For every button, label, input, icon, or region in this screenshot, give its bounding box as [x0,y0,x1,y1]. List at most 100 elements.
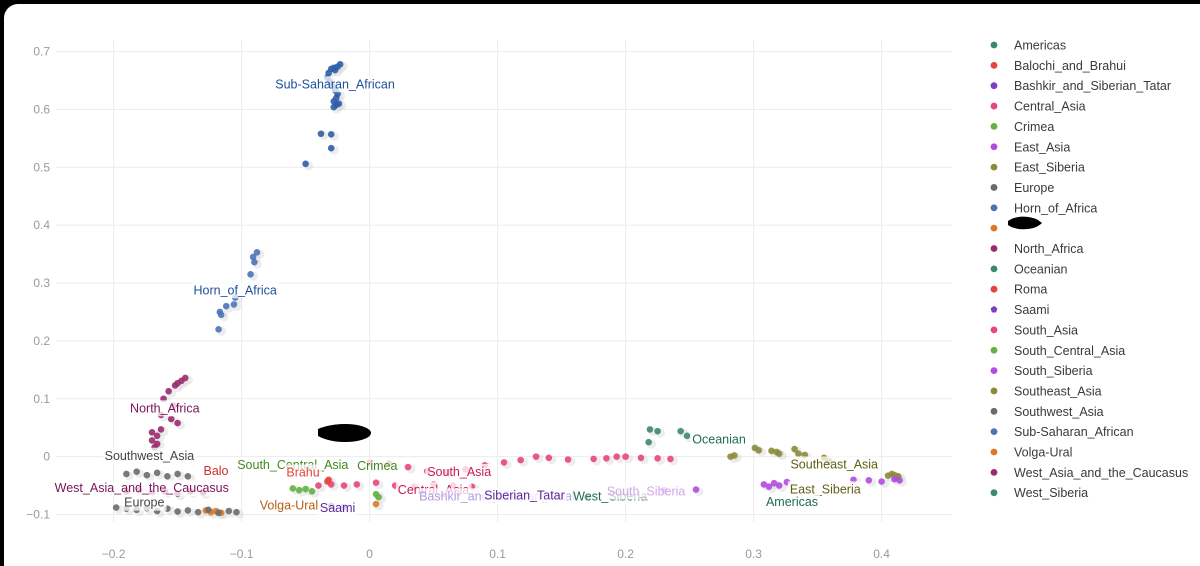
legend-marker [990,163,998,171]
data-point [331,66,339,74]
legend-item[interactable]: Southwest_Asia [990,405,1104,419]
legend-item[interactable]: Oceanian [990,262,1068,276]
legend-item[interactable]: North_Africa [990,242,1084,256]
cluster-label: South_Siberia [607,485,686,499]
legend-item[interactable] [990,224,998,232]
data-point [404,463,412,471]
data-point [375,493,382,501]
legend-marker [990,82,998,90]
cluster-label-bg [191,282,279,299]
legend-item[interactable]: Balochi_and_Brahui [990,59,1126,73]
legend-label: West_Asia_and_the_Caucasus [1014,466,1188,480]
legend-marker [990,143,998,151]
data-point [174,419,181,427]
data-point [372,500,380,508]
x-tick-label: 0.2 [617,547,634,561]
data-point [878,478,885,485]
legend-item[interactable]: Crimea [990,120,1055,134]
data-point [770,479,778,487]
data-point [215,326,222,333]
cluster-label: West_Asia_and_the_Caucasus [55,481,229,495]
legend-item[interactable]: Saami [990,303,1050,317]
data-point [167,415,175,423]
legend-label: Saami [1014,303,1049,317]
legend-label: Sub-Saharan_African [1014,425,1134,439]
data-point [791,445,798,453]
legend-marker [990,326,998,334]
legend-label: Europe [1014,181,1054,195]
legend-label: South_Siberia [1014,364,1093,378]
legend-item[interactable]: Europe [990,181,1055,195]
data-point [174,508,181,515]
data-point [677,427,684,435]
legend-item[interactable]: Americas [990,39,1066,53]
data-point [667,455,674,463]
data-point [760,481,768,488]
data-point [171,382,179,389]
legend-item[interactable]: Bashkir_and_Siberian_Tatar [990,79,1171,93]
data-point [225,507,233,515]
legend-item[interactable]: West_Asia_and_the_Caucasus [990,466,1189,480]
legend-label: Americas [1014,39,1066,53]
cluster-label: North_Africa [130,401,200,415]
cluster-label: Siberian_Tatar [484,489,565,503]
cluster-label: Balo [203,464,228,478]
legend-label: Volga-Ural [1014,446,1072,460]
cluster-label-bg [604,483,688,500]
x-tick-label: −0.2 [102,547,126,561]
cluster-label: Horn_of_Africa [194,283,277,297]
data-point [775,450,783,458]
data-point [112,504,120,511]
data-point [157,426,165,433]
y-axis-ticks: 0.7 0.6 0.5 0.4 0.3 0.2 0.1 0 −0.1 [26,45,50,522]
legend[interactable]: Americas Balochi_and_Brahui Bashkir_and_Si… [990,39,1189,501]
legend-label: Crimea [1014,120,1054,134]
legend-label: West_Siberia [1014,486,1088,500]
legend-marker [990,489,998,497]
legend-item[interactable]: Sub-Saharan_African [990,425,1134,439]
data-point [545,454,553,462]
legend-item[interactable]: West_Siberia [990,486,1089,500]
y-tick-label: 0.3 [33,276,50,290]
legend-marker [990,428,998,436]
data-point [654,427,661,435]
data-point [603,455,610,462]
legend-item[interactable]: Southeast_Asia [990,384,1102,398]
legend-item[interactable]: South_Siberia [990,364,1093,378]
cluster-label-bg [201,462,231,479]
cluster-label-bg [317,499,358,516]
cluster-label: East_Siberia [790,482,861,496]
data-point [315,482,322,489]
data-point [891,475,898,483]
legend-item[interactable]: South_Asia [990,323,1078,337]
legend-item[interactable]: Central_Asia [990,100,1086,114]
y-tick-label: 0.7 [33,45,50,59]
data-point [327,144,335,152]
chart-window: 0.7 0.6 0.5 0.4 0.3 0.2 0.1 0 −0.1 −0.2 −0.1 0 0.1 0… [4,4,1200,566]
legend-marker [990,61,998,69]
data-point [308,488,316,495]
data-point [500,459,508,466]
legend-item[interactable]: East_Siberia [990,161,1085,175]
legend-item[interactable]: Horn_of_Africa [990,201,1098,215]
data-point [340,482,348,489]
cluster-label-bg [273,76,397,93]
x-tick-label: 0 [366,547,373,561]
cluster-labels: Sub-Saharan_African Horn_of_Africa North_A… [52,76,881,516]
legend-marker [990,184,998,191]
legend-label: Horn_of_Africa [1014,201,1097,215]
scatter-chart: 0.70.60.50.40.30.20.10−0.1 −0.2 −0.1 0 0.1 0… [26,39,1189,562]
legend-item[interactable]: South_Central_Asia [990,344,1126,358]
legend-marker [990,407,998,415]
legend-item[interactable]: Volga-Ural [990,446,1073,460]
cluster-label: Sub-Saharan_African [275,77,395,91]
legend-label: Roma [1014,283,1047,297]
legend-item[interactable]: Roma [990,283,1048,297]
data-point [590,455,597,463]
legend-item[interactable]: East_Asia [990,140,1071,154]
cluster-label-bg [284,464,322,481]
legend-label: North_Africa [1014,242,1084,256]
cluster-label-bg [122,494,167,511]
data-point [153,432,161,440]
data-point [637,454,645,462]
